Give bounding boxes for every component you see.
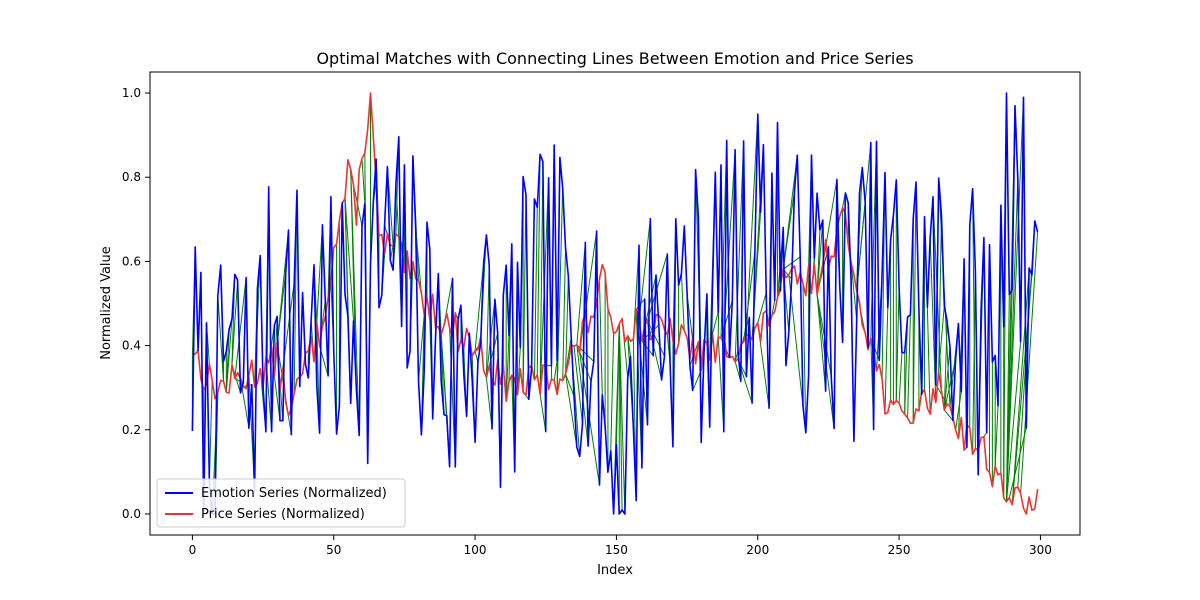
y-tick-label-5: 1.0 <box>122 86 141 100</box>
match-line-195 <box>734 140 745 362</box>
emotion-series-line <box>191 92 1039 515</box>
match-line-166 <box>647 320 663 381</box>
match-line-214 <box>782 155 798 270</box>
series-lines <box>191 92 1039 515</box>
match-line-57 <box>344 198 355 321</box>
x-tick-label-300: 300 <box>1029 543 1052 557</box>
legend-box <box>156 478 406 528</box>
match-line-162 <box>638 218 651 322</box>
match-line-265 <box>938 215 942 373</box>
match-line-206 <box>771 300 776 316</box>
match-line-167 <box>647 320 665 357</box>
match-line-129 <box>553 360 558 381</box>
match-line-269 <box>943 409 954 421</box>
legend: Emotion Series (Normalized) Price Series… <box>156 478 406 528</box>
x-axis-label: Index <box>597 563 633 578</box>
y-tick-label-1: 0.2 <box>122 423 141 437</box>
match-line-122 <box>533 207 538 380</box>
match-line-203 <box>757 292 767 323</box>
match-line-124 <box>539 161 544 395</box>
match-line-296 <box>1011 267 1030 505</box>
match-line-295 <box>1008 427 1027 498</box>
plot-frame <box>149 71 1081 536</box>
x-tick-label-100: 100 <box>464 543 487 557</box>
match-line-240 <box>856 142 872 291</box>
match-line-112 <box>505 335 510 402</box>
match-line-250 <box>895 287 900 401</box>
y-axis-label: Normalized Value <box>99 246 114 360</box>
match-line-294 <box>1006 97 1024 502</box>
match-line-143 <box>579 231 598 353</box>
match-line-9 <box>217 295 224 382</box>
match-line-16 <box>231 279 239 365</box>
x-tick-label-0: 0 <box>189 543 197 557</box>
match-line-132 <box>562 247 567 381</box>
y-tick-label-0: 0.0 <box>122 507 141 521</box>
match-line-217 <box>802 283 807 433</box>
match-line-80 <box>418 314 425 381</box>
price-series-line <box>192 92 1039 515</box>
x-tick-label-250: 250 <box>888 543 911 557</box>
match-line-293 <box>1006 341 1022 502</box>
match-line-260 <box>926 307 931 415</box>
match-line-285 <box>994 406 999 466</box>
match-line-133 <box>565 276 569 375</box>
match-line-138 <box>573 346 583 424</box>
x-tick-label-50: 50 <box>326 543 341 557</box>
legend-label-emotion: Emotion Series (Normalized) <box>201 486 387 501</box>
match-line-125 <box>539 394 547 432</box>
match-line-251 <box>898 352 903 404</box>
y-tick-label-3: 0.6 <box>122 254 141 268</box>
match-line-131 <box>556 188 564 395</box>
match-line-224 <box>816 294 827 392</box>
x-tick-label-150: 150 <box>605 543 628 557</box>
y-tick-label-2: 0.4 <box>122 339 141 353</box>
match-line-266 <box>938 305 945 373</box>
match-line-256 <box>912 182 917 424</box>
match-line-186 <box>712 312 719 334</box>
match-line-153 <box>618 324 626 514</box>
plot-area <box>149 71 1081 536</box>
match-line-118 <box>522 194 527 393</box>
match-line-59 <box>350 169 360 436</box>
match-line-253 <box>904 317 909 415</box>
match-line-173 <box>680 273 685 331</box>
match-line-139 <box>576 242 586 345</box>
match-line-136 <box>565 373 578 448</box>
chart-title: Optimal Matches with Connecting Lines Be… <box>316 49 913 68</box>
match-line-135 <box>565 373 575 397</box>
match-line-254 <box>907 314 911 419</box>
match-line-268 <box>943 347 951 411</box>
y-axis: 0.0 0.2 0.4 0.6 0.8 1.0 <box>122 86 150 521</box>
match-line-148 <box>610 333 615 452</box>
match-line-200 <box>745 114 759 335</box>
y-tick-label-4: 0.8 <box>122 170 141 184</box>
match-line-277 <box>972 271 976 455</box>
match-line-267 <box>943 321 948 411</box>
legend-label-price: Price Series (Normalized) <box>201 507 365 522</box>
x-tick-label-200: 200 <box>746 543 769 557</box>
match-line-276 <box>972 188 976 449</box>
match-line-235 <box>850 262 858 320</box>
match-line-145 <box>598 278 603 395</box>
x-axis: 0 50 100 150 200 250 300 <box>189 535 1052 557</box>
match-line-299 <box>1020 231 1039 494</box>
match-line-61 <box>361 158 366 204</box>
match-line-14 <box>225 318 233 393</box>
match-line-272 <box>955 391 962 430</box>
match-line-223 <box>816 220 824 295</box>
match-line-19 <box>234 277 247 379</box>
match-line-246 <box>884 307 889 415</box>
match-line-123 <box>536 154 541 375</box>
match-line-103 <box>474 263 485 351</box>
